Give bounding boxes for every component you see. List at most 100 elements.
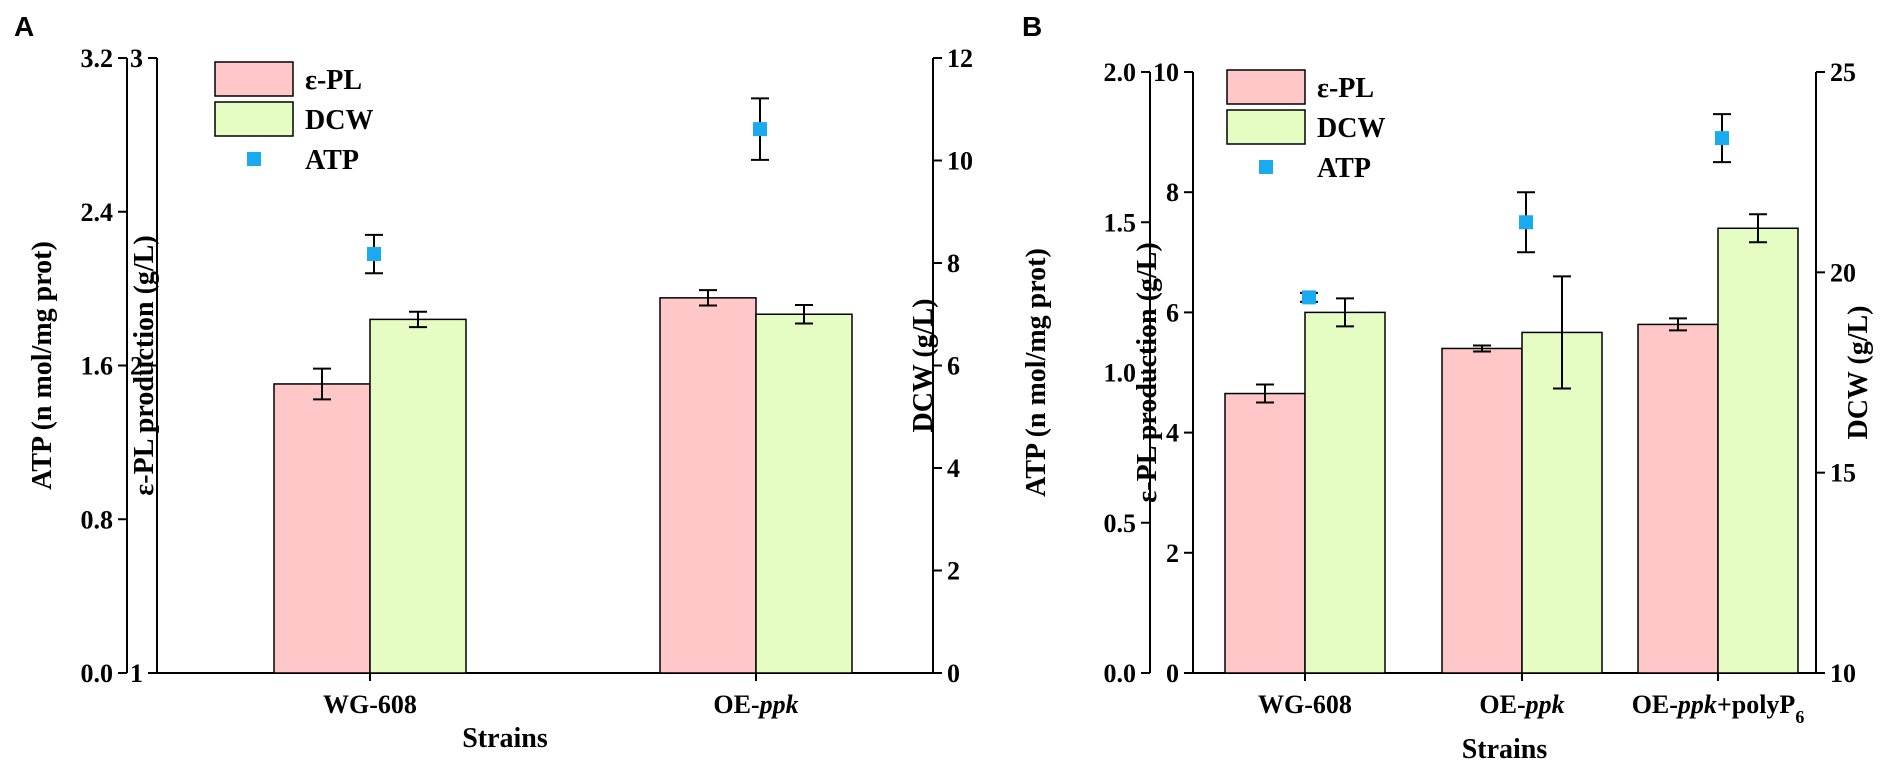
atp-point	[1715, 131, 1729, 146]
y-tick-label: 4	[947, 454, 960, 483]
legend-label: ε-PL	[1317, 73, 1374, 104]
y-tick-label: 15	[1830, 459, 1856, 488]
dcw-axis: 0 2 4 6 8 10 12 DCW (g/L)	[908, 44, 973, 688]
y-tick-label: 1.5	[1104, 208, 1137, 237]
legend-item: ATP	[1259, 153, 1371, 184]
y-tick-label: 0.5	[1104, 509, 1137, 538]
pl-axis: 1 2 3 ε-PL production (g/L)	[129, 44, 160, 688]
legend-swatch	[1226, 109, 1306, 145]
legend-label: DCW	[305, 105, 373, 136]
y-tick-label: 8	[947, 249, 960, 278]
category-group: WG-608	[273, 233, 467, 719]
y-tick-label: 10	[1830, 659, 1856, 688]
y-tick-label: 10	[947, 147, 973, 176]
x-tick-label-part: 6	[1795, 707, 1804, 727]
bar-dcw	[369, 318, 467, 674]
y-tick-label: 2	[947, 557, 960, 586]
legend-item: ε-PL	[214, 61, 362, 97]
x-tick-label-part: ppk	[758, 690, 799, 719]
bar-epl	[1637, 323, 1719, 674]
atp-axis-title: ATP (n mol/mg prot)	[1021, 248, 1052, 497]
category-group: OE-ppk	[659, 97, 853, 719]
category-group: OE-ppk	[1441, 191, 1603, 719]
bar-epl	[1441, 347, 1523, 674]
panel-label: A	[14, 11, 34, 42]
bar-dcw	[755, 313, 853, 674]
error-bar	[795, 304, 813, 325]
category-group: OE-ppk+polyP6	[1632, 113, 1805, 727]
y-tick-label: 1	[130, 659, 143, 688]
x-tick-label: WG-608	[323, 690, 417, 719]
y-tick-label: 6	[947, 352, 960, 381]
error-bar	[1256, 383, 1274, 404]
error-bar	[1553, 275, 1571, 390]
panel-B: B 0.0 0.5 1.0 1.5 2.0 ATP (n mol/mg prot) 0 2 4 6 8…	[1021, 11, 1874, 765]
bar-epl	[273, 383, 371, 674]
panel-label: B	[1022, 11, 1042, 42]
dcw-axis-title: DCW (g/L)	[908, 298, 939, 432]
bar-dcw	[1304, 311, 1386, 674]
error-bar	[1669, 317, 1687, 332]
y-tick-label: 0	[947, 659, 960, 688]
x-tick-label: OE-ppk	[713, 690, 798, 719]
legend-item: ε-PL	[1226, 69, 1374, 105]
x-tick-label: OE-ppk+polyP6	[1632, 690, 1805, 727]
legend-item: DCW	[214, 101, 373, 137]
atp-axis: 0.0 0.5 1.0 1.5 2.0 ATP (n mol/mg prot)	[1021, 58, 1151, 688]
legend-item: DCW	[1226, 109, 1385, 145]
dcw-axis: 10 15 20 25 DCW (g/L)	[1815, 58, 1874, 688]
atp-point	[1302, 290, 1316, 305]
y-tick-label: 0.0	[1104, 659, 1137, 688]
pl-axis-title: ε-PL production (g/L)	[129, 235, 160, 495]
y-tick-label: 20	[1830, 258, 1856, 287]
x-axis-title: Strains	[1462, 734, 1548, 765]
y-tick-label: 2.4	[81, 198, 114, 227]
y-tick-label: 3.2	[81, 44, 114, 73]
x-tick-label-part: +polyP	[1717, 690, 1795, 719]
x-tick-label-part: WG-608	[323, 690, 417, 719]
pl-axis: 0 2 4 6 8 10 ε-PL production (g/L)	[1132, 58, 1194, 688]
y-tick-label: 25	[1830, 58, 1856, 87]
legend-swatch	[214, 101, 294, 137]
error-bar	[1473, 344, 1491, 353]
error-bar	[1749, 213, 1767, 244]
atp-point	[367, 247, 381, 262]
y-tick-label: 10	[1153, 58, 1179, 87]
dcw-axis-title: DCW (g/L)	[1843, 305, 1874, 439]
legend-marker	[247, 152, 261, 166]
atp-axis-title: ATP (n mol/mg prot)	[27, 241, 58, 490]
legend-item: ATP	[247, 145, 359, 176]
legend-marker	[1259, 160, 1273, 174]
bar-dcw	[1717, 227, 1799, 674]
x-tick-label: OE-ppk	[1479, 690, 1564, 719]
y-tick-label: 3	[130, 44, 143, 73]
error-bar	[1336, 297, 1354, 328]
error-bar	[409, 310, 427, 329]
atp-point	[1519, 215, 1533, 230]
y-tick-label: 12	[947, 44, 973, 73]
atp-point	[753, 122, 767, 137]
legend: ε-PL DCW ATP	[214, 61, 373, 176]
legend: ε-PL DCW ATP	[1226, 69, 1385, 184]
category-group: WG-608	[1224, 290, 1386, 719]
x-tick-label-part: WG-608	[1258, 690, 1352, 719]
legend-swatch	[214, 61, 294, 97]
legend-label: ATP	[305, 145, 359, 176]
legend-label: ATP	[1317, 153, 1371, 184]
y-tick-label: 1.0	[1104, 359, 1137, 388]
y-tick-label: 0.0	[81, 659, 114, 688]
y-tick-label: 0	[1166, 659, 1179, 688]
error-bar	[699, 289, 717, 307]
x-tick-label: WG-608	[1258, 690, 1352, 719]
y-tick-label: 2	[1166, 539, 1179, 568]
legend-label: ε-PL	[305, 65, 362, 96]
x-tick-label-part: OE-	[1479, 690, 1525, 719]
legend-label: DCW	[1317, 113, 1385, 144]
y-tick-label: 4	[1166, 419, 1179, 448]
x-tick-label-part: ppk	[1676, 690, 1717, 719]
y-tick-label: 2	[130, 352, 143, 381]
error-bar	[313, 367, 331, 401]
legend-swatch	[1226, 69, 1306, 105]
